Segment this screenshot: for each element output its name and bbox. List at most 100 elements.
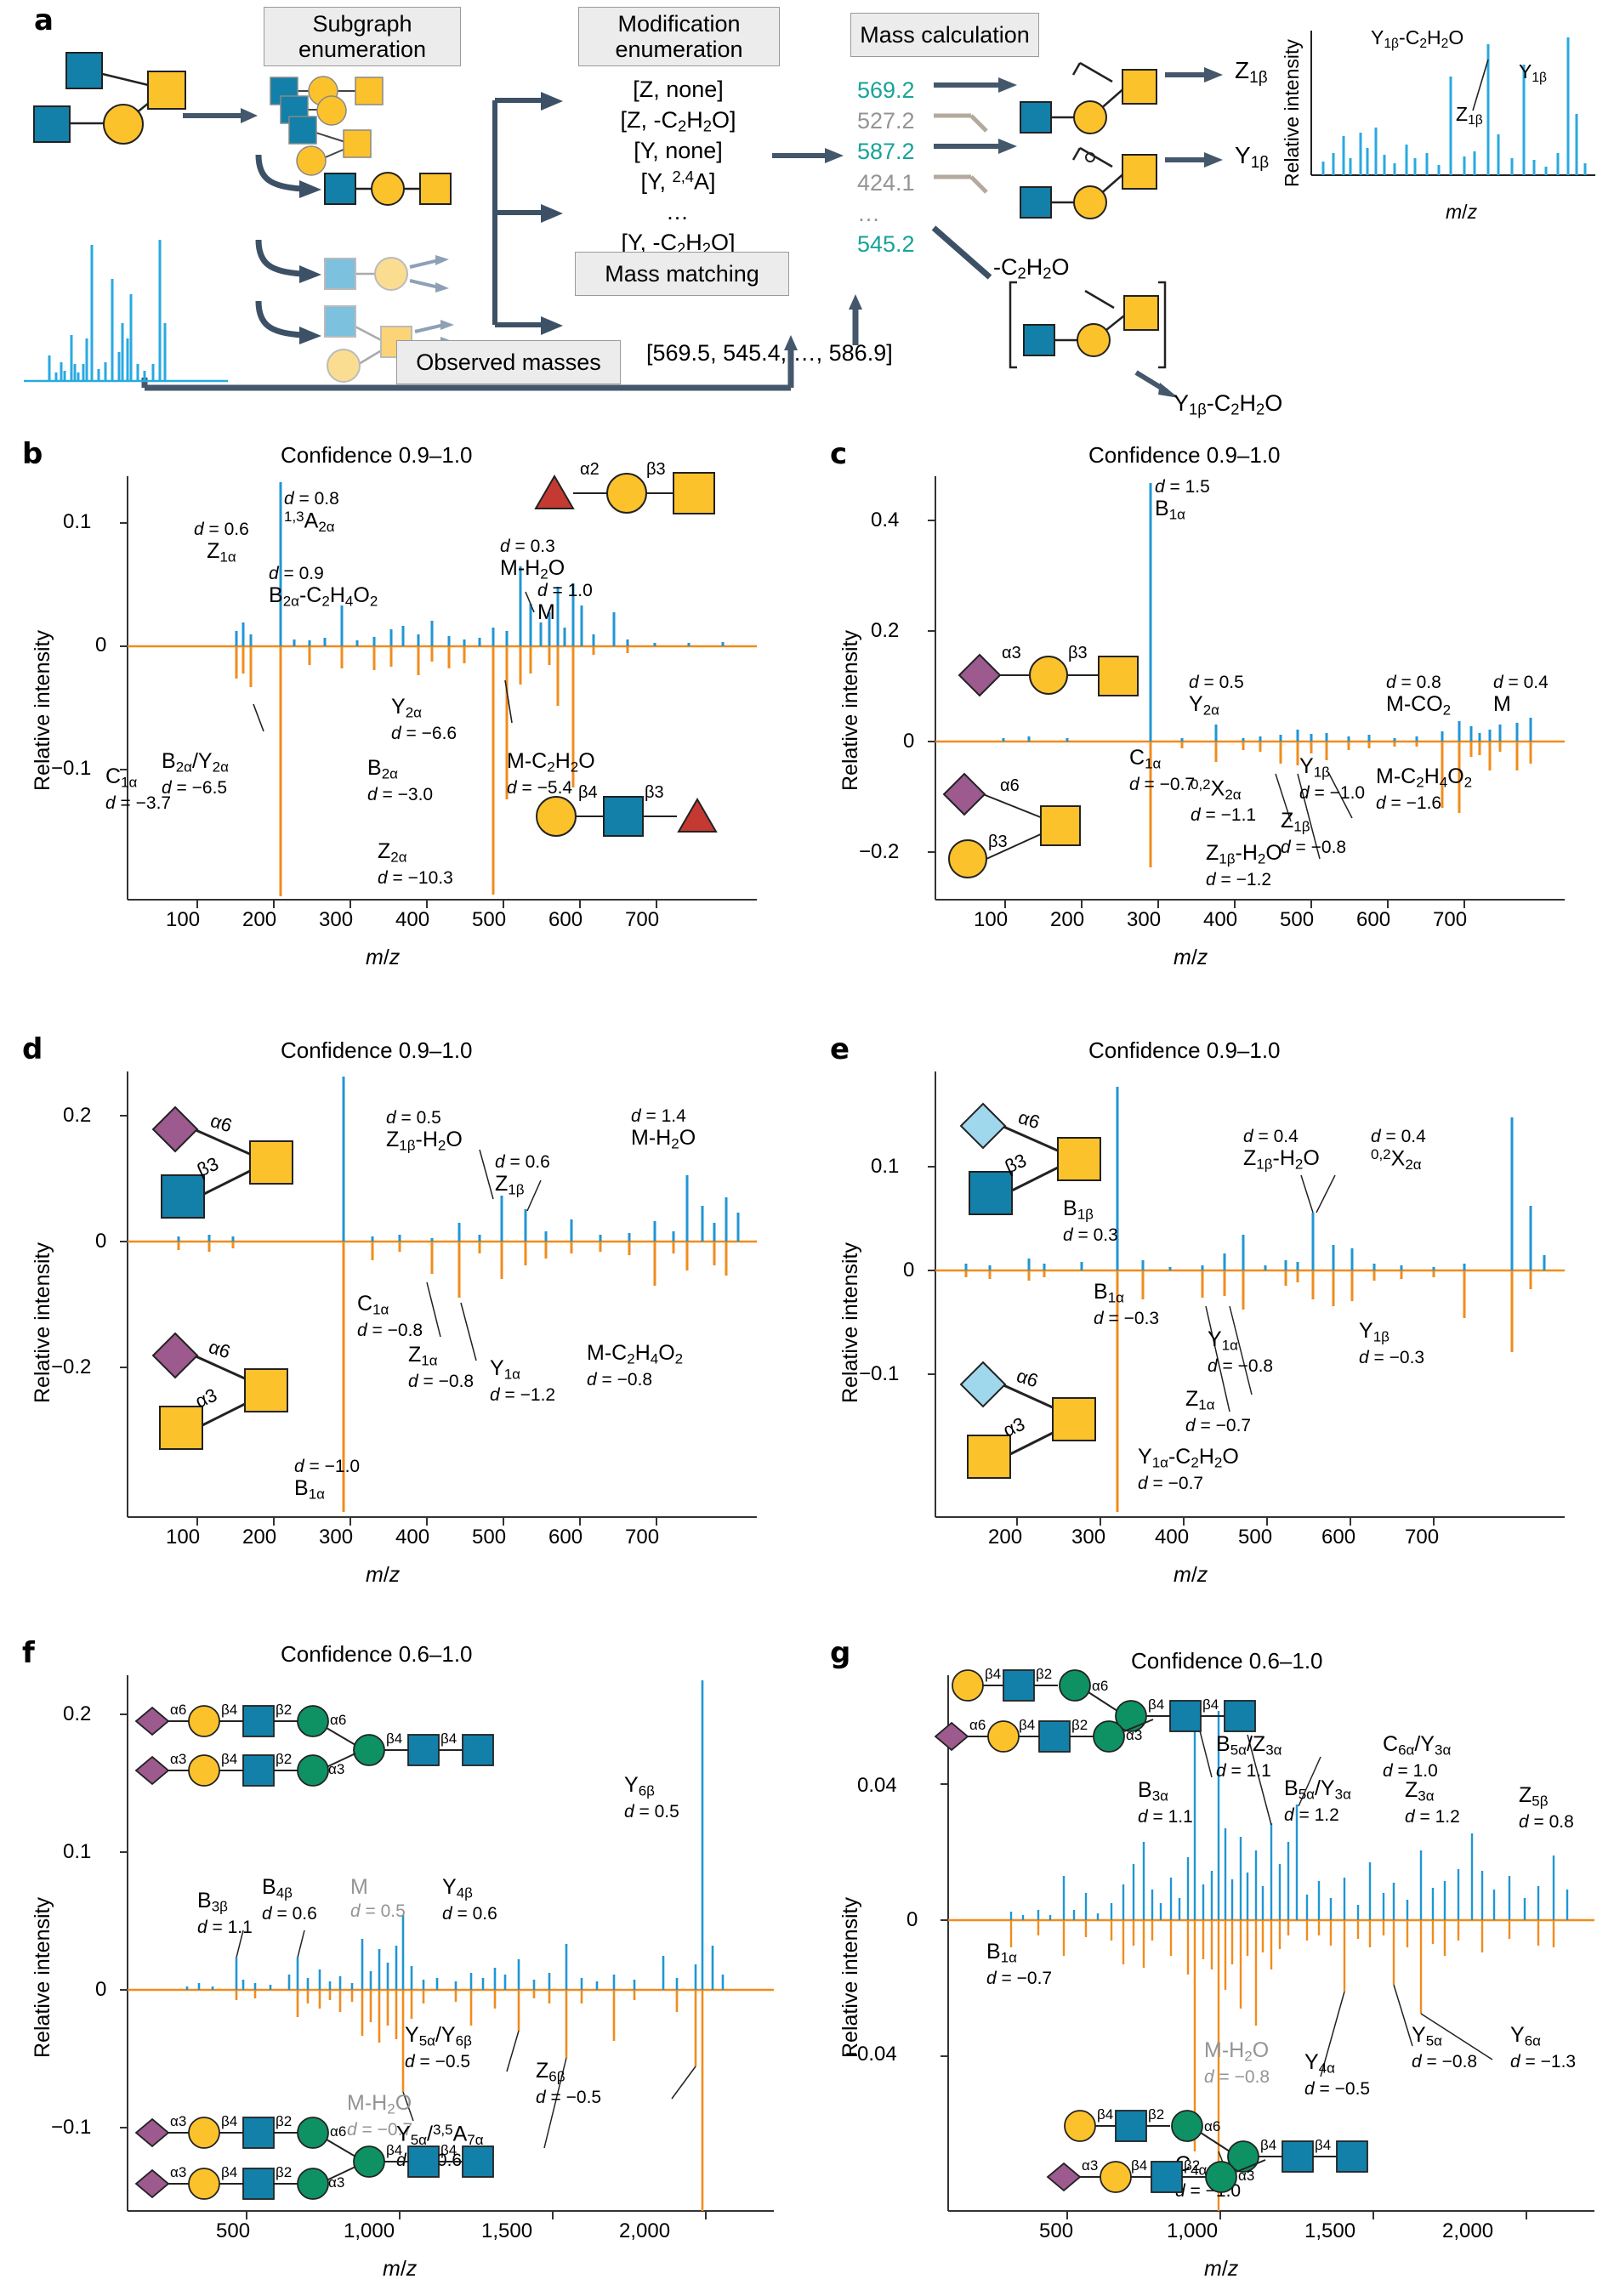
panel-d-xtick-600: 600 [548, 1526, 583, 1549]
panel-g-ytick-0.04: 0.04 [857, 1774, 897, 1797]
panel-b-ann-m: d = 1.0 M [537, 581, 593, 624]
svg-text:α6: α6 [330, 2123, 346, 2140]
svg-text:β2: β2 [1036, 1666, 1052, 1682]
panel-b-glycan-bottom: β4 β3 [536, 783, 718, 837]
panel-c-label: c [830, 437, 848, 471]
panel-e: e Confidence 0.9–1.0 Relative intensity … [808, 1020, 1607, 1599]
inset-annotation-y1b: Y1β [1519, 60, 1548, 85]
svg-text:β3: β3 [646, 460, 666, 479]
panel-b-xtick-200: 200 [242, 908, 277, 931]
curved-arrow-row3 [255, 300, 321, 344]
panel-d-title: Confidence 0.9–1.0 [281, 1037, 473, 1063]
curved-arrow-row1 [255, 154, 321, 198]
svg-text:β2: β2 [276, 2113, 292, 2129]
panel-f-glycan-bottom: α3 β4 β2 α6 β4 β4 [134, 2113, 494, 2178]
panel-c-title: Confidence 0.9–1.0 [1088, 442, 1281, 468]
mass-item-0: 569.2 [857, 77, 915, 103]
panel-e-ann-b1a: B1α d = −0.3 [1094, 1280, 1160, 1328]
subgraph-cluster [270, 76, 384, 176]
mass-item-3: 424.1 [857, 169, 915, 196]
mass-to-structure-arrows [931, 77, 1017, 280]
panel-b-xlabel: m/z [366, 946, 401, 969]
svg-text:α6: α6 [207, 1110, 234, 1136]
panel-f-ann-y4b: Y4β d = 0.6 [442, 1875, 497, 1924]
panel-b-xtick-700: 700 [625, 908, 660, 931]
panel-d-ann-m-c2h4o2: M-C2H4O2 d = −0.8 [587, 1341, 684, 1390]
svg-text:β4: β4 [1019, 1717, 1035, 1733]
svg-text:α6: α6 [1204, 2118, 1220, 2134]
svg-text:β2: β2 [276, 1751, 292, 1767]
arrow-to-z1b-label [1165, 67, 1223, 82]
svg-text:α6: α6 [1000, 776, 1020, 795]
svg-text:β2: β2 [1071, 1717, 1088, 1733]
svg-text:β4: β4 [440, 1731, 457, 1747]
panel-g: g Confidence 0.6–1.0 Relative intensity … [808, 1624, 1614, 2296]
panel-e-ann-z1b-h2o: d = 0.4 Z1β-H2O [1243, 1127, 1320, 1173]
svg-text:α3: α3 [170, 2164, 186, 2180]
panel-g-ytick-0: 0 [906, 1908, 918, 1931]
svg-text:α6: α6 [1015, 1106, 1042, 1133]
svg-text:β3: β3 [645, 783, 664, 802]
svg-text:β2: β2 [276, 1702, 292, 1718]
svg-text:β4: β4 [386, 1731, 402, 1747]
panel-f-ytick-0: 0 [95, 1978, 107, 2001]
panel-d-ytick-0.2: 0.2 [63, 1104, 92, 1127]
panel-g-ann-z5b: Z5β d = 0.8 [1519, 1783, 1574, 1832]
panel-g-ann-y6a: Y6α d = −1.3 [1510, 2023, 1577, 2072]
mass-matching-label: Mass matching [605, 260, 759, 287]
panel-e-xtick-300: 300 [1071, 1526, 1106, 1549]
panel-d-ann-z1a: Z1α d = −0.8 [408, 1343, 475, 1391]
panel-d-xlabel: m/z [366, 1563, 401, 1587]
fragment-structure-y1b [1020, 146, 1157, 219]
panel-c-xtick-700: 700 [1433, 908, 1468, 931]
glycan-row1 [324, 172, 452, 206]
mass-item-1: 527.2 [857, 108, 915, 134]
panel-g-ytick--0.04: −0.04 [845, 2043, 897, 2066]
panel-d-glycan-bottom: α6 α3 [151, 1332, 288, 1450]
modification-list: [Z, none] [Z, -C2H2O] [Y, none] [Y, 2,4A… [578, 75, 778, 259]
panel-g-title: Confidence 0.6–1.0 [1131, 1648, 1323, 1674]
panel-e-xlabel: m/z [1174, 1563, 1208, 1587]
bracket-to-modification [492, 92, 563, 335]
svg-text:β4: β4 [386, 2142, 402, 2158]
panel-g-glycan-bottom2: α3 β4 β2 α3 [1046, 2157, 1266, 2193]
inset-xlabel: m/z [1446, 201, 1478, 223]
panel-f-ann-b4b: B4β d = 0.6 [262, 1875, 317, 1924]
panel-c-glycan-bottom: α6 β3 [942, 772, 1081, 878]
panel-c-ann-z1b-h2o: Z1β-H2O d = −1.2 [1206, 841, 1282, 889]
svg-text:α3: α3 [1002, 644, 1021, 662]
panel-g-ann-b5a-y3a: B5α/Y3α d = 1.2 [1284, 1776, 1351, 1825]
panel-b-title: Confidence 0.9–1.0 [281, 442, 473, 468]
panel-c-ann-b1a: d = 1.5 B1α [1155, 477, 1210, 523]
arrow-modification-to-mass [772, 148, 844, 163]
panel-c-ytick--0.2: −0.2 [859, 840, 900, 863]
mod-item-2: [Y, none] [634, 138, 723, 164]
svg-text:α6: α6 [206, 1336, 232, 1362]
svg-text:α3: α3 [170, 1751, 186, 1767]
svg-text:β4: β4 [440, 2142, 457, 2158]
panel-b-ann-b2a: B2α d = −3.0 [367, 756, 434, 804]
panel-e-plot [928, 1071, 1565, 1526]
panel-a: a Subgraph enumeration [0, 0, 1614, 418]
panel-b: b Confidence 0.9–1.0 Relative intensity … [0, 425, 799, 986]
panel-e-title: Confidence 0.9–1.0 [1088, 1037, 1281, 1063]
panel-g-ann-c6a-y3a: C6α/Y3α d = 1.0 [1383, 1732, 1452, 1781]
panel-d-ytick-0: 0 [95, 1230, 107, 1253]
panel-d-label: d [22, 1032, 43, 1066]
panel-f-title: Confidence 0.6–1.0 [281, 1641, 473, 1667]
panel-g-ylabel: Relative intensity [838, 1897, 862, 2058]
svg-text:β4: β4 [1131, 2157, 1147, 2174]
subgraph-enumeration-label: Subgraph enumeration [298, 10, 427, 62]
panel-g-ann-z3a: Z3α d = 1.2 [1405, 1778, 1460, 1827]
fragment-structure-y1b-loss [1009, 281, 1179, 398]
panel-b-ytick--0.1: −0.1 [51, 757, 92, 780]
arrow-to-y1b-label [1165, 152, 1223, 168]
panel-g-ann-b5a-z3a: B5α/Z3α d = 1.1 [1216, 1732, 1282, 1781]
svg-text:β4: β4 [1097, 2106, 1113, 2123]
svg-text:α3: α3 [328, 2174, 344, 2191]
panel-d-plot [120, 1071, 757, 1526]
svg-text:α3: α3 [1082, 2157, 1098, 2174]
panel-f-ann-y5a-y6b: Y5α/Y6β d = −0.5 [405, 2023, 472, 2072]
svg-text:β4: β4 [1148, 1696, 1164, 1713]
